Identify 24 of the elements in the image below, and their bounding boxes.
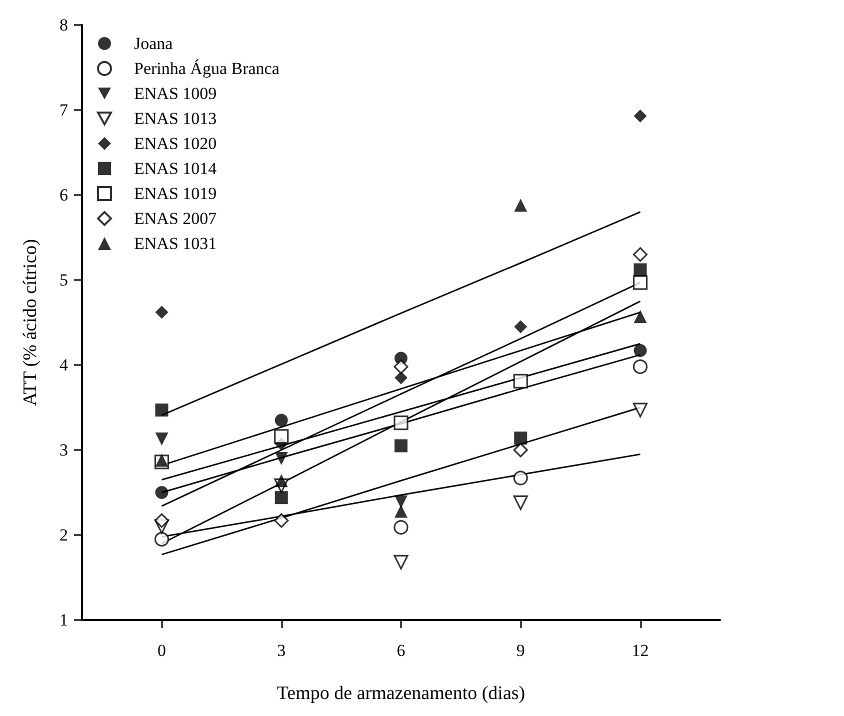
legend-label: ENAS 2007 [134,209,218,228]
x-axis-title: Tempo de armazenamento (dias) [276,683,526,704]
x-tick-label: 9 [516,641,525,660]
y-tick-label: 6 [60,186,68,204]
y-tick-label: 1 [60,610,68,630]
x-tick-label: 3 [277,641,286,660]
y-tick-label: 5 [60,270,68,290]
legend-label: ENAS 1031 [134,234,217,253]
legend-label: ENAS 1013 [134,109,217,128]
x-tick-label: 6 [396,641,406,660]
y-axis-title: ATT (% ácido cítrico) [20,239,41,406]
x-tick-label: 0 [158,641,166,660]
legend-label: Perinha Água Branca [134,59,280,78]
y-tick-label: 7 [60,100,68,120]
legend-label: ENAS 1020 [134,134,217,153]
x-tick-label: 12 [632,641,649,660]
legend-label: Joana [134,34,174,53]
legend-label: ENAS 1009 [134,84,217,103]
y-tick-label: 2 [60,526,68,544]
legend-label: ENAS 1014 [134,159,218,178]
legend-label: ENAS 1019 [134,184,217,203]
y-tick-label: 4 [60,356,68,374]
y-tick-label: 8 [60,16,68,34]
y-tick-label: 3 [60,440,68,460]
